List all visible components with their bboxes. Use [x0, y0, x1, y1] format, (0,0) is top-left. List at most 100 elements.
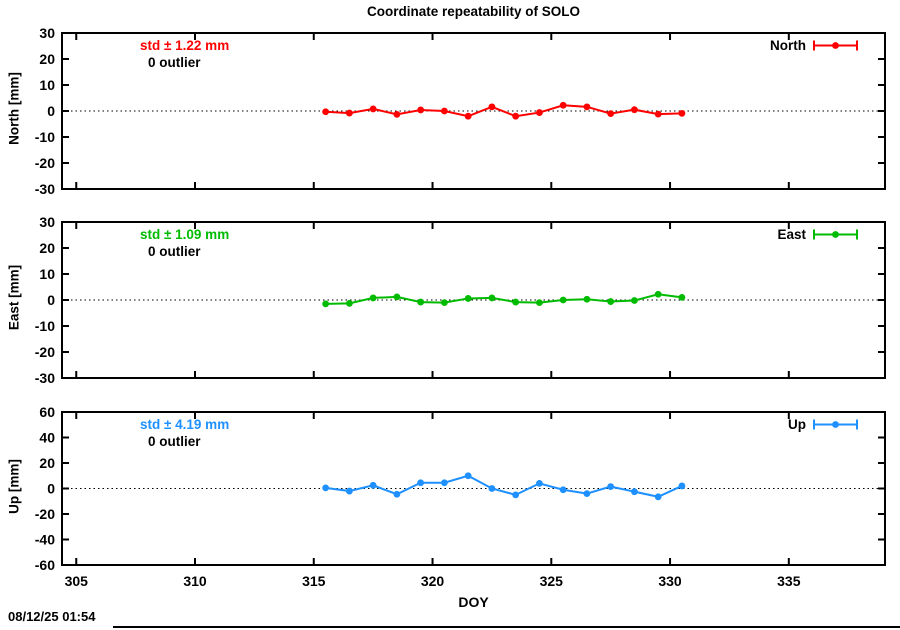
x-tick-label: 330	[658, 573, 682, 589]
y-tick-label: -10	[35, 318, 55, 334]
bottom-window-edge	[113, 626, 900, 628]
data-point	[607, 298, 615, 305]
data-point	[631, 106, 638, 114]
data-point	[345, 109, 353, 117]
data-point	[583, 295, 591, 303]
data-point	[559, 296, 567, 304]
x-tick-label: 315	[302, 573, 326, 589]
y-tick-label: -20	[35, 344, 55, 360]
data-point	[393, 293, 401, 301]
legend-sample-point	[832, 42, 839, 49]
legend-sample-point	[832, 231, 839, 238]
x-tick-label: 320	[421, 573, 445, 589]
data-point	[322, 484, 330, 492]
plot-timestamp: 08/12/25 01:54	[8, 609, 96, 624]
std-annotation: std ± 1.22 mm	[140, 38, 229, 53]
y-tick-label: 30	[39, 25, 55, 41]
y-tick-label: 20	[39, 51, 55, 67]
y-tick-label: -60	[35, 557, 55, 573]
legend: North	[770, 38, 858, 53]
data-point	[559, 486, 567, 494]
data-point	[654, 110, 662, 118]
y-tick-label: 20	[39, 240, 55, 256]
x-tick-label: 335	[777, 573, 801, 589]
data-point	[369, 481, 377, 489]
outlier-annotation: 0 outlier	[148, 434, 201, 449]
std-annotation: std ± 4.19 mm	[140, 417, 229, 432]
data-point	[369, 294, 377, 302]
y-tick-label: -30	[35, 181, 55, 197]
y-tick-label: 40	[39, 430, 55, 446]
legend-label: Up	[788, 417, 806, 432]
legend: East	[777, 227, 858, 242]
data-point	[607, 483, 615, 490]
legend-sample-point	[832, 421, 839, 428]
data-point	[488, 103, 496, 111]
legend-label: North	[770, 38, 806, 53]
data-point	[464, 472, 472, 480]
y-tick-label: 10	[39, 266, 55, 282]
data-point	[464, 112, 472, 120]
data-point	[631, 488, 638, 496]
north-series-line	[325, 104, 682, 118]
east-axis-label: East [mm]	[6, 264, 22, 331]
data-point	[678, 109, 686, 117]
data-point	[417, 106, 425, 114]
data-point	[536, 480, 543, 487]
x-tick-label: 310	[183, 573, 207, 589]
data-point	[441, 107, 448, 115]
up-axis-label: Up [mm]	[6, 458, 22, 514]
legend: Up	[788, 417, 858, 432]
y-tick-label: -40	[35, 532, 55, 548]
y-tick-label: 60	[39, 404, 55, 420]
east-panel: 30 20 10 0 -10 -20 -30 std ± 1.09 mm 0 outlier Ea…	[35, 214, 886, 386]
north-axis-label: North [mm]	[6, 72, 22, 145]
data-point	[536, 109, 543, 116]
data-point	[441, 479, 448, 487]
y-tick-label: 0	[47, 481, 55, 497]
data-point	[512, 298, 520, 306]
data-point	[345, 487, 353, 495]
data-point	[441, 299, 448, 306]
data-point	[512, 491, 520, 499]
y-tick-label: 0	[47, 103, 55, 119]
y-tick-label: -30	[35, 370, 55, 386]
east-series-line	[325, 293, 683, 305]
y-tick-label: -10	[35, 129, 55, 145]
up-series-line	[325, 474, 683, 498]
data-point	[417, 298, 425, 306]
data-point	[583, 490, 591, 497]
data-point	[607, 110, 615, 117]
data-point	[583, 103, 591, 111]
data-point	[369, 105, 377, 113]
legend-label: East	[777, 227, 806, 242]
y-tick-label: 30	[39, 214, 55, 230]
y-tick-label: -20	[35, 506, 55, 522]
x-tick-label: 305	[65, 573, 89, 589]
data-point	[678, 294, 686, 301]
data-point	[488, 294, 496, 302]
data-point	[678, 482, 686, 490]
data-point	[512, 112, 520, 120]
chart-title: Coordinate repeatability of SOLO	[366, 4, 581, 19]
y-tick-label: -20	[35, 155, 55, 171]
data-point	[654, 290, 662, 298]
north-panel: 30 20 10 0 -10 -20 -30 std ± 1.22 mm 0 outlier No…	[35, 25, 886, 197]
y-tick-label: 10	[39, 77, 55, 93]
data-point	[322, 300, 330, 308]
data-point	[559, 101, 567, 109]
x-tick-label: 325	[540, 573, 564, 589]
x-axis-label: DOY	[458, 594, 489, 610]
data-point	[322, 108, 330, 116]
data-point	[393, 490, 401, 498]
outlier-annotation: 0 outlier	[148, 55, 201, 70]
y-tick-label: 20	[39, 455, 55, 471]
data-point	[345, 299, 353, 307]
std-annotation: std ± 1.09 mm	[140, 227, 229, 242]
data-point	[654, 493, 662, 501]
data-point	[488, 485, 496, 492]
data-point	[393, 110, 401, 118]
y-tick-label: 0	[47, 292, 55, 308]
